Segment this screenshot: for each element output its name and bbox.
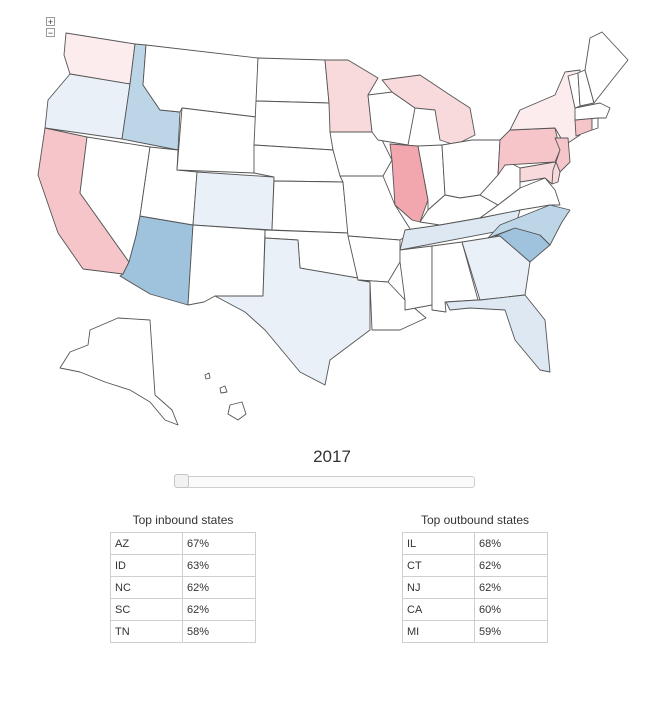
zoom-in-button[interactable]: + <box>46 17 55 27</box>
state-ak[interactable] <box>59 317 179 426</box>
table-row: IL 68% <box>402 532 548 555</box>
state-me[interactable] <box>584 31 629 104</box>
inbound-table: AZ 67% ID 63% NC 62% SC 62% TN 58% <box>110 532 256 643</box>
state-cell: SC <box>110 598 183 621</box>
table-row: NC 62% <box>110 576 256 599</box>
table-row: ID 63% <box>110 554 256 577</box>
state-ma[interactable] <box>574 102 611 121</box>
state-wy[interactable] <box>176 107 257 174</box>
state-tx[interactable] <box>214 237 371 386</box>
state-la[interactable] <box>357 279 427 331</box>
state-cell: TN <box>110 620 183 643</box>
year-slider-handle[interactable] <box>174 474 189 488</box>
state-hi[interactable] <box>204 372 247 421</box>
percent-cell: 68% <box>474 532 548 555</box>
year-slider-track[interactable] <box>175 476 475 488</box>
state-co[interactable] <box>192 171 275 231</box>
outbound-table: IL 68% CT 62% NJ 62% CA 60% MI 59% <box>402 532 548 643</box>
state-sd[interactable] <box>253 100 334 151</box>
outbound-title: Top outbound states <box>420 513 530 527</box>
zoom-controls: + − <box>46 17 57 39</box>
state-ct[interactable] <box>574 117 593 137</box>
state-cell: AZ <box>110 532 183 555</box>
table-row: MI 59% <box>402 620 548 643</box>
state-cell: IL <box>402 532 475 555</box>
percent-cell: 63% <box>182 554 256 577</box>
percent-cell: 59% <box>474 620 548 643</box>
table-row: CA 60% <box>402 598 548 621</box>
state-cell: MI <box>402 620 475 643</box>
state-nc[interactable] <box>487 204 571 246</box>
percent-cell: 62% <box>474 576 548 599</box>
state-nm[interactable] <box>187 224 266 306</box>
state-ms[interactable] <box>399 245 433 311</box>
us-map[interactable] <box>0 0 664 440</box>
state-ar[interactable] <box>347 235 401 283</box>
state-fl[interactable] <box>445 294 551 373</box>
percent-cell: 62% <box>182 598 256 621</box>
outbound-panel: Top outbound states IL 68% CT 62% NJ 62%… <box>402 513 548 643</box>
table-row: SC 62% <box>110 598 256 621</box>
percent-cell: 58% <box>182 620 256 643</box>
percent-cell: 60% <box>474 598 548 621</box>
zoom-out-button[interactable]: − <box>46 28 55 38</box>
table-row: AZ 67% <box>110 532 256 555</box>
state-ks[interactable] <box>271 180 349 234</box>
percent-cell: 62% <box>182 576 256 599</box>
percent-cell: 67% <box>182 532 256 555</box>
state-nd[interactable] <box>255 57 330 104</box>
state-ri[interactable] <box>591 117 599 131</box>
state-mt[interactable] <box>142 44 259 118</box>
year-label: 2017 <box>313 447 351 466</box>
table-row: TN 58% <box>110 620 256 643</box>
state-or[interactable] <box>44 73 131 140</box>
state-cell: NJ <box>402 576 475 599</box>
year-slider[interactable] <box>174 474 475 488</box>
inbound-panel: Top inbound states AZ 67% ID 63% NC 62% … <box>110 513 256 643</box>
inbound-title: Top inbound states <box>132 513 234 527</box>
state-de[interactable] <box>551 161 561 185</box>
table-row: CT 62% <box>402 554 548 577</box>
state-cell: ID <box>110 554 183 577</box>
percent-cell: 62% <box>474 554 548 577</box>
table-row: NJ 62% <box>402 576 548 599</box>
state-cell: CT <box>402 554 475 577</box>
state-cell: NC <box>110 576 183 599</box>
state-cell: CA <box>402 598 475 621</box>
state-ga[interactable] <box>461 235 531 301</box>
